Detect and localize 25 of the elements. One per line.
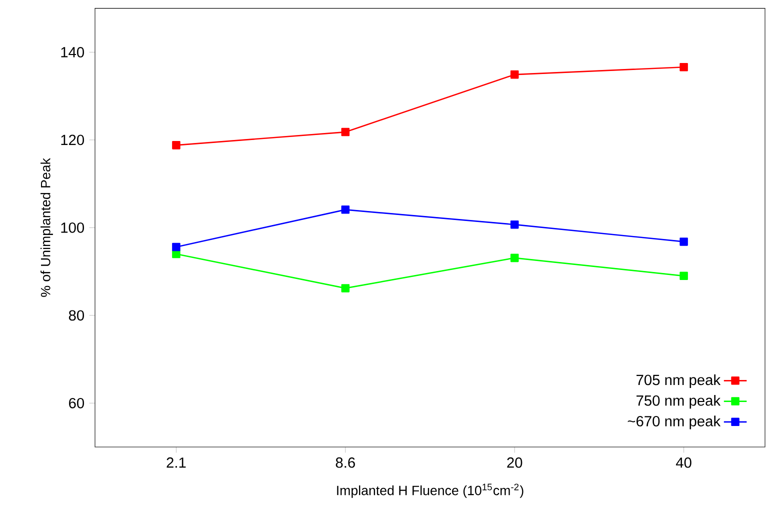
point xyxy=(510,220,519,229)
point xyxy=(680,238,688,246)
point xyxy=(510,254,519,262)
x-tick-label: 2.1 xyxy=(166,457,186,468)
point xyxy=(341,206,350,214)
x-tick-label: 40 xyxy=(676,457,692,468)
y-tick-label: 60 xyxy=(69,398,84,408)
x-tick-label: 20 xyxy=(507,457,522,468)
y-tick-label: 100 xyxy=(61,222,84,233)
legend-label: 750 nm peak xyxy=(636,394,721,409)
y-axis-title: % of Unimplanted Peak xyxy=(40,158,53,297)
x-axis-title: Implanted H Fluence (10$^{15}$cm$^{-2}$) xyxy=(337,484,524,498)
point xyxy=(341,284,350,292)
point xyxy=(172,141,180,150)
point xyxy=(680,62,688,72)
legend-label: 705 nm peak xyxy=(636,374,721,388)
y-tick-label: 140 xyxy=(61,47,84,58)
y-tick-label: 120 xyxy=(61,134,84,146)
point xyxy=(172,242,180,252)
x-tick-label: 8.6 xyxy=(336,457,355,468)
point xyxy=(341,128,350,136)
y-tick-label: 80 xyxy=(68,310,84,321)
point xyxy=(510,70,519,79)
point xyxy=(680,272,688,280)
legend-label: ~670 nm peak xyxy=(628,416,721,430)
